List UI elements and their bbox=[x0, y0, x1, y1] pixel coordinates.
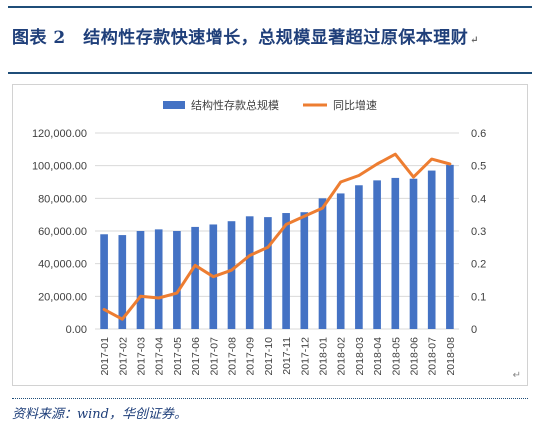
line-point bbox=[193, 264, 197, 267]
bar bbox=[446, 164, 454, 329]
bar bbox=[355, 185, 363, 329]
line-point bbox=[266, 246, 270, 249]
y-left-tick-label: 100,000.00 bbox=[32, 161, 87, 173]
bar bbox=[427, 170, 436, 329]
line-point bbox=[157, 296, 160, 300]
y-left-tick-label: 0.00 bbox=[66, 324, 87, 336]
x-tick-label: 2018-04 bbox=[372, 337, 384, 376]
x-tick-label: 2018-06 bbox=[409, 337, 421, 376]
x-tick-label: 2017-10 bbox=[263, 337, 275, 376]
y-left-tick-label: 40,000.00 bbox=[38, 259, 87, 271]
y-left-tick-label: 80,000.00 bbox=[38, 193, 87, 205]
legend-label-line: 同比增速 bbox=[333, 98, 377, 112]
line-point bbox=[448, 162, 452, 166]
legend-label-bar: 结构性存款总规模 bbox=[191, 98, 279, 112]
line-point bbox=[139, 295, 142, 298]
line-point bbox=[175, 291, 179, 295]
combo-chart: 0.00 20,000.00 40,000.00 60,000.00 80,000.00… bbox=[32, 98, 486, 376]
x-tick-label: 2017-09 bbox=[245, 337, 257, 376]
x-tick-label: 2017-05 bbox=[172, 337, 184, 376]
x-tick-label: 2017-01 bbox=[99, 337, 111, 376]
bar bbox=[264, 217, 272, 329]
x-tick-label: 2017-04 bbox=[154, 337, 166, 376]
bar bbox=[391, 177, 400, 329]
y-left-tick-label: 120,000.00 bbox=[32, 128, 87, 140]
bar bbox=[336, 193, 345, 329]
y-left-tick-label: 20,000.00 bbox=[38, 291, 87, 303]
x-tick-label: 2018-08 bbox=[445, 337, 457, 376]
y-right-tick-label: 0.6 bbox=[471, 128, 486, 140]
figure-title: 图表 2 结构性存款快速增长，总规模显著超过原保本理财 ↵ bbox=[12, 24, 526, 55]
bar bbox=[100, 234, 108, 329]
bar bbox=[409, 178, 418, 329]
line-point bbox=[430, 157, 433, 161]
line-point bbox=[248, 254, 251, 257]
x-tick-label: 2018-05 bbox=[390, 337, 402, 376]
line-point bbox=[339, 180, 342, 184]
x-tick-label: 2018-02 bbox=[336, 337, 348, 376]
line-point bbox=[303, 215, 306, 218]
y-right-tick-label: 0.3 bbox=[471, 226, 486, 238]
y-right-tick-label: 0.5 bbox=[471, 161, 486, 173]
line-point bbox=[394, 153, 397, 156]
bar bbox=[227, 221, 236, 329]
x-tick-label: 2017-12 bbox=[299, 337, 311, 376]
line-point bbox=[321, 206, 324, 210]
line-point bbox=[375, 162, 379, 166]
x-tick-label: 2017-06 bbox=[190, 337, 202, 376]
legend-swatch-bar bbox=[163, 101, 185, 109]
paragraph-mark-icon: ↵ bbox=[512, 370, 521, 381]
line-point bbox=[357, 174, 361, 177]
x-tick-label: 2017-02 bbox=[117, 337, 129, 376]
bar bbox=[373, 180, 381, 329]
y-right-tick-label: 0 bbox=[471, 324, 477, 336]
bar bbox=[154, 229, 163, 329]
line-point bbox=[102, 308, 106, 311]
source-note: 资料来源：wind，华创证券。 bbox=[12, 398, 528, 425]
bar bbox=[136, 231, 145, 329]
paragraph-mark-icon: ↵ bbox=[470, 35, 480, 46]
y-right-tick-label: 0.2 bbox=[471, 259, 486, 271]
bar bbox=[245, 216, 254, 329]
figure-header: 图表 2 结构性存款快速增长，总规模显著超过原保本理财 ↵ bbox=[8, 6, 532, 74]
line-point bbox=[412, 175, 415, 179]
bar bbox=[318, 198, 327, 329]
bar bbox=[191, 226, 199, 329]
line-point bbox=[121, 318, 124, 321]
x-tick-label: 2018-01 bbox=[318, 337, 330, 376]
x-tick-label: 2017-07 bbox=[208, 337, 220, 376]
x-tick-label: 2018-07 bbox=[427, 337, 439, 376]
bar bbox=[282, 213, 290, 329]
y-left-tick-label: 60,000.00 bbox=[38, 226, 87, 238]
bar bbox=[118, 235, 127, 329]
chart-frame: 0.00 20,000.00 40,000.00 60,000.00 80,000.00… bbox=[12, 84, 528, 386]
bar bbox=[173, 231, 181, 329]
y-right-tick-label: 0.4 bbox=[471, 193, 486, 205]
line-point bbox=[230, 269, 233, 272]
x-tick-label: 2018-03 bbox=[354, 337, 366, 376]
line-point bbox=[212, 275, 215, 278]
growth-line bbox=[102, 152, 452, 321]
x-tick-label: 2017-03 bbox=[136, 337, 148, 376]
bar bbox=[300, 212, 309, 329]
figure-title-text: 图表 2 结构性存款快速增长，总规模显著超过原保本理财 bbox=[12, 28, 469, 48]
y-right-tick-label: 0.1 bbox=[471, 291, 486, 303]
x-tick-label: 2017-11 bbox=[281, 337, 293, 375]
x-tick-label: 2017-08 bbox=[227, 337, 239, 376]
line-point bbox=[284, 223, 288, 226]
